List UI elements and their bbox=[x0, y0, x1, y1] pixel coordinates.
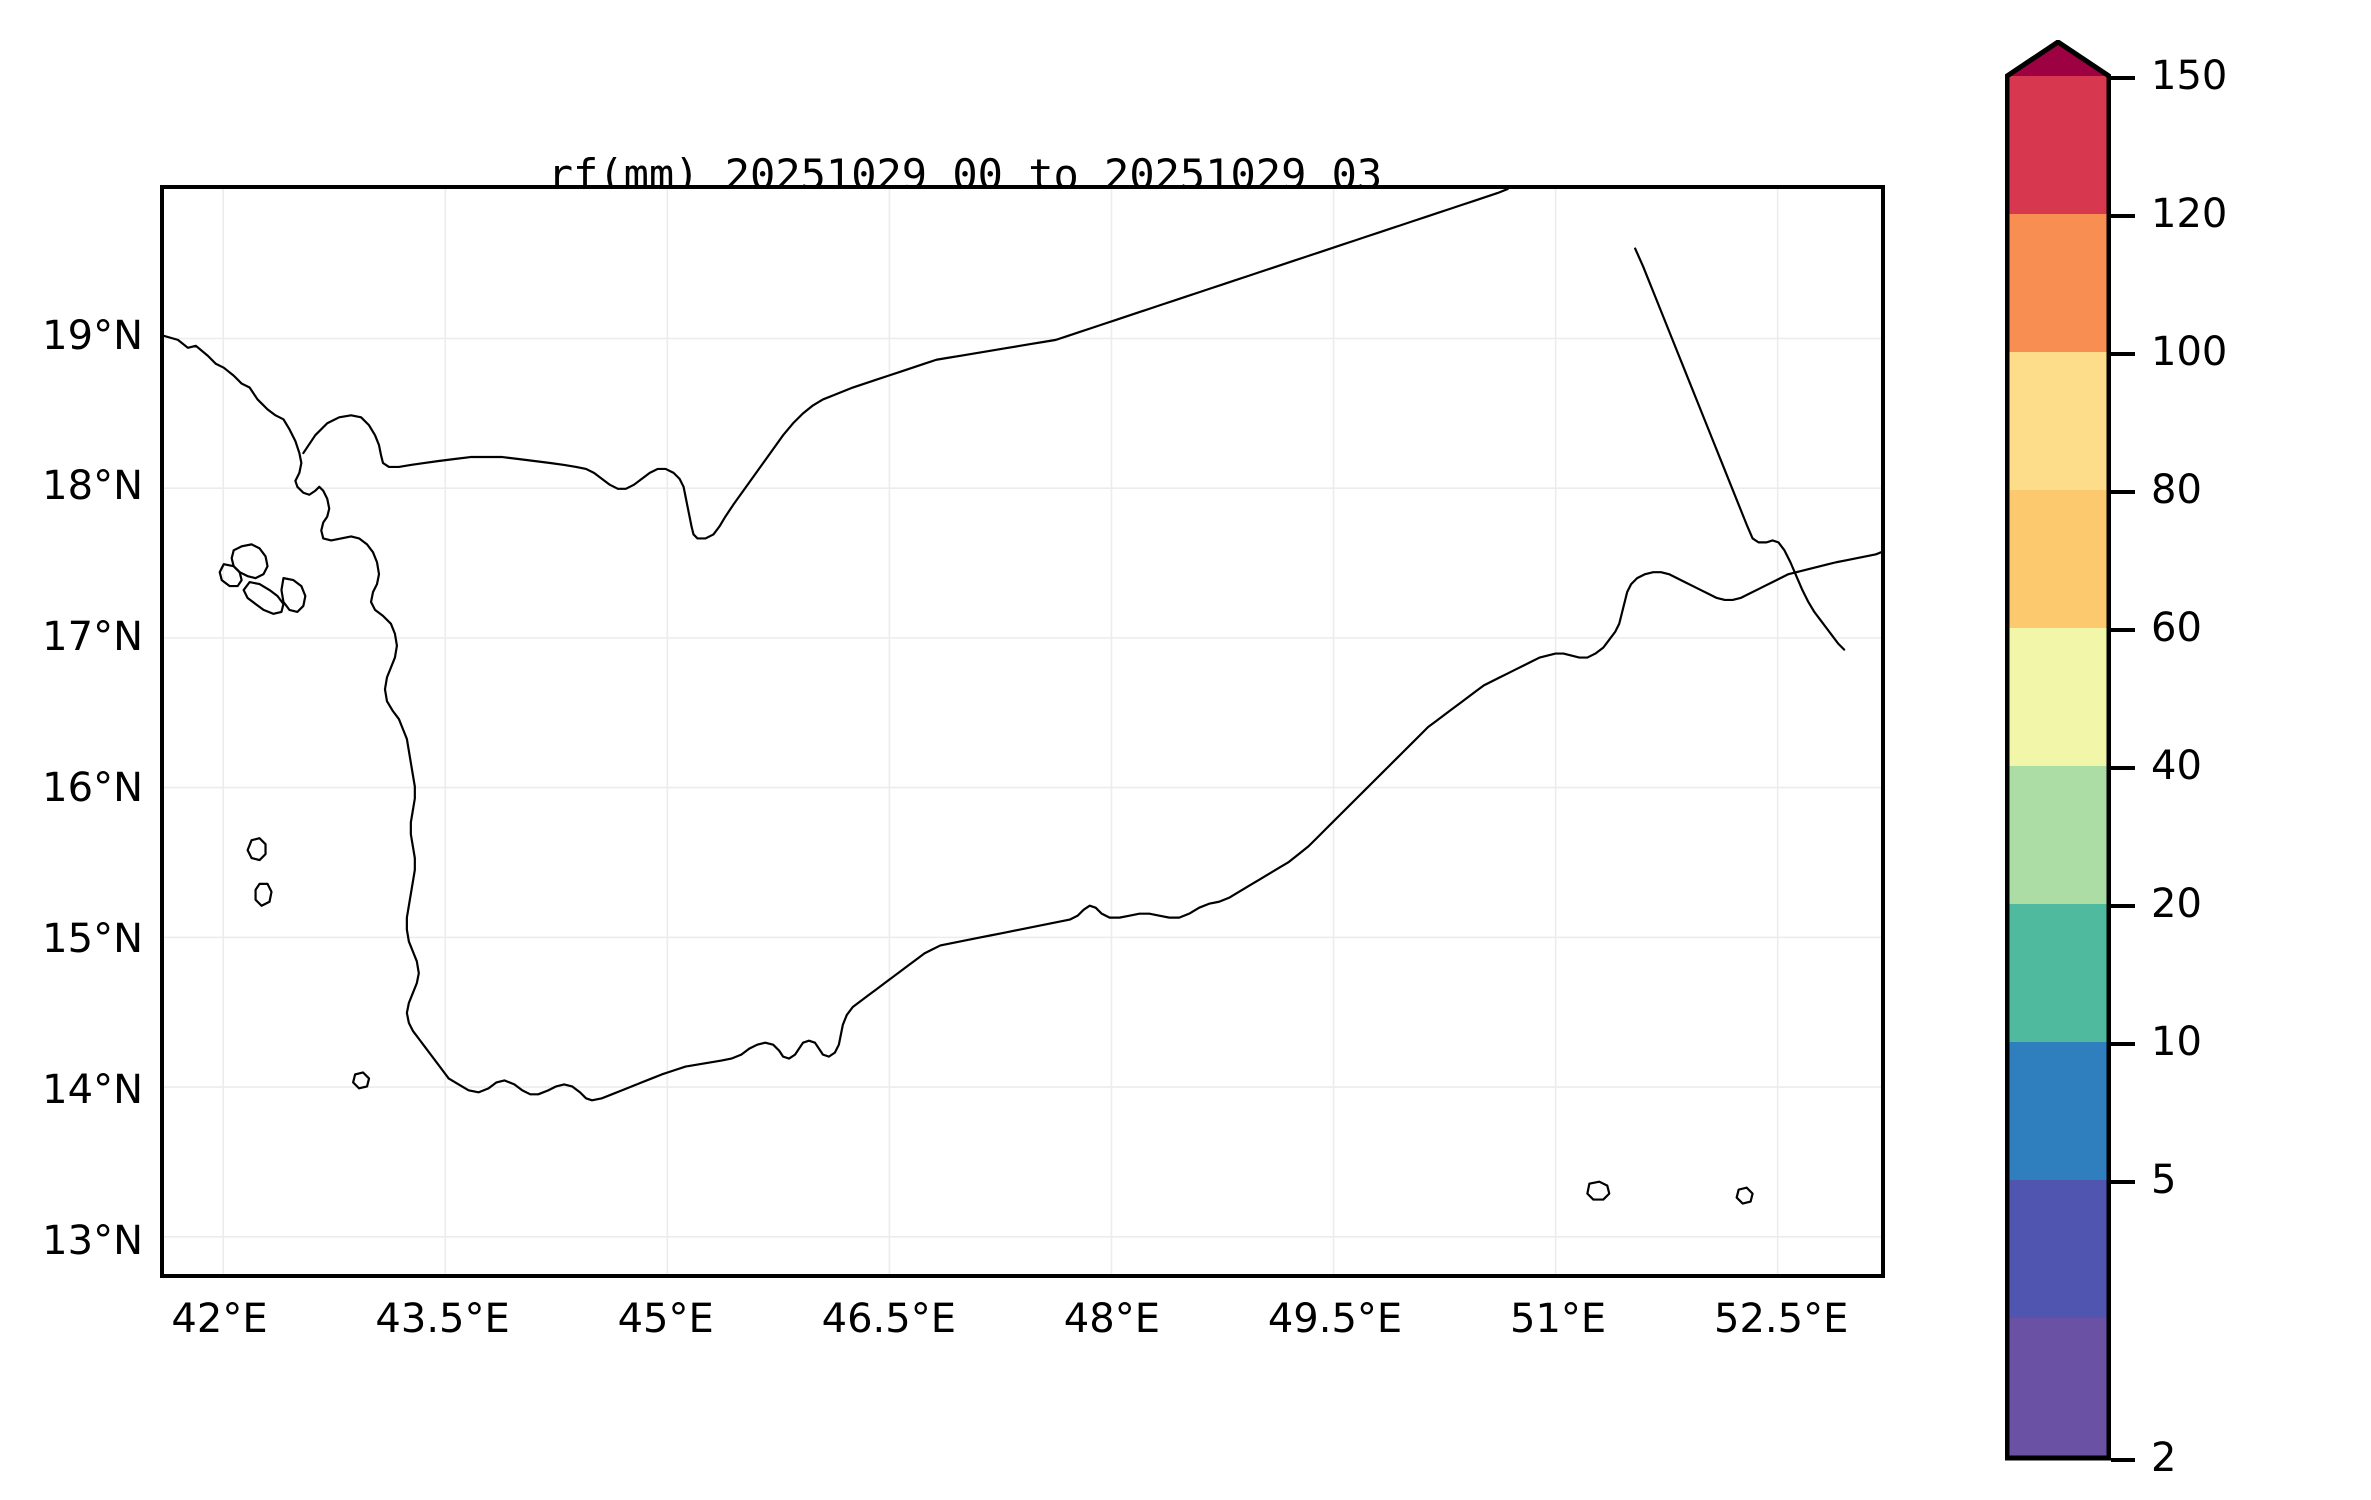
cbar-label-150: 150 bbox=[2151, 53, 2228, 99]
cbar-tick-60 bbox=[2111, 628, 2135, 632]
island-hanish bbox=[254, 882, 273, 907]
border-yemen-oman-east bbox=[1634, 247, 1846, 651]
ytick-18n: 18°N bbox=[42, 463, 143, 510]
island-farasan-main bbox=[230, 543, 269, 580]
cbar-seg-60-80 bbox=[2005, 628, 2111, 766]
cbar-tick-80 bbox=[2111, 490, 2135, 494]
cbar-label-2: 2 bbox=[2151, 1435, 2177, 1481]
ytick-14n: 14°N bbox=[42, 1066, 143, 1113]
gridlines bbox=[164, 189, 1881, 1274]
cbar-label-60: 60 bbox=[2151, 605, 2202, 651]
cbar-label-40: 40 bbox=[2151, 743, 2202, 789]
cbar-seg-40-60 bbox=[2005, 766, 2111, 904]
xtick-42e: 42°E bbox=[171, 1296, 268, 1342]
cbar-seg-80-100 bbox=[2005, 490, 2111, 628]
cbar-seg-150-over bbox=[2005, 76, 2111, 214]
cbar-seg-2-5 bbox=[2005, 1318, 2111, 1456]
xtick-48e: 48°E bbox=[1063, 1296, 1160, 1342]
cbar-tick-10 bbox=[2111, 1042, 2135, 1046]
xtick-43-5e: 43.5°E bbox=[375, 1296, 510, 1342]
island-farasan-south bbox=[242, 581, 285, 615]
islet-se-a bbox=[1586, 1180, 1611, 1201]
border-yemen-saudi-north bbox=[302, 189, 1509, 540]
cbar-seg-20-40 bbox=[2005, 904, 2111, 1042]
cbar-label-120: 120 bbox=[2151, 191, 2228, 237]
cbar-label-5: 5 bbox=[2151, 1157, 2177, 1203]
cbar-seg-100-120 bbox=[2005, 352, 2111, 490]
xtick-45e: 45°E bbox=[617, 1296, 714, 1342]
cbar-label-10: 10 bbox=[2151, 1019, 2202, 1065]
cbar-tick-100 bbox=[2111, 352, 2135, 356]
cbar-label-80: 80 bbox=[2151, 467, 2202, 513]
ytick-13n: 13°N bbox=[42, 1217, 143, 1264]
island-kamaran bbox=[218, 563, 243, 588]
cbar-tick-20 bbox=[2111, 904, 2135, 908]
colorbar: 150 120 100 80 60 40 20 10 5 2 bbox=[2005, 40, 2305, 1481]
xtick-46-5e: 46.5°E bbox=[821, 1296, 956, 1342]
xtick-51e: 51°E bbox=[1510, 1296, 1607, 1342]
ytick-17n: 17°N bbox=[42, 614, 143, 661]
cbar-tick-2 bbox=[2111, 1458, 2135, 1462]
xtick-49-5e: 49.5°E bbox=[1267, 1296, 1403, 1342]
cbar-tick-120 bbox=[2111, 214, 2135, 218]
ytick-16n: 16°N bbox=[42, 765, 143, 811]
cbar-seg-120-150 bbox=[2005, 214, 2111, 352]
island-perim bbox=[352, 1071, 371, 1090]
cbar-seg-5-10 bbox=[2005, 1180, 2111, 1318]
map-boundaries bbox=[164, 189, 1881, 1205]
cbar-label-20: 20 bbox=[2151, 881, 2202, 927]
ytick-19n: 19°N bbox=[42, 312, 143, 359]
island-zubayr bbox=[246, 837, 267, 862]
coastline-red-sea bbox=[164, 334, 450, 1080]
cbar-seg-10-20 bbox=[2005, 1042, 2111, 1180]
coastline-gulf-of-aden bbox=[447, 551, 1881, 1102]
colorbar-gradient bbox=[2005, 40, 2111, 1465]
map-plot-area bbox=[160, 185, 1885, 1278]
islet-se-b bbox=[1735, 1186, 1754, 1205]
cbar-tick-150 bbox=[2111, 76, 2135, 80]
cbar-label-100: 100 bbox=[2151, 329, 2228, 375]
cbar-tick-40 bbox=[2111, 766, 2135, 770]
cbar-tick-5 bbox=[2111, 1180, 2135, 1184]
island-farasan-east bbox=[280, 577, 307, 613]
y-axis-tick-labels: 19°N 18°N 17°N 16°N 15°N 14°N 13°N bbox=[0, 185, 143, 1278]
colorbar-over-arrow bbox=[2007, 42, 2109, 76]
ytick-15n: 15°N bbox=[42, 915, 143, 962]
x-axis-tick-labels: 42°E 43.5°E 45°E 46.5°E 48°E 49.5°E 51°E… bbox=[160, 1296, 1885, 1352]
xtick-52-5e: 52.5°E bbox=[1714, 1296, 1849, 1342]
